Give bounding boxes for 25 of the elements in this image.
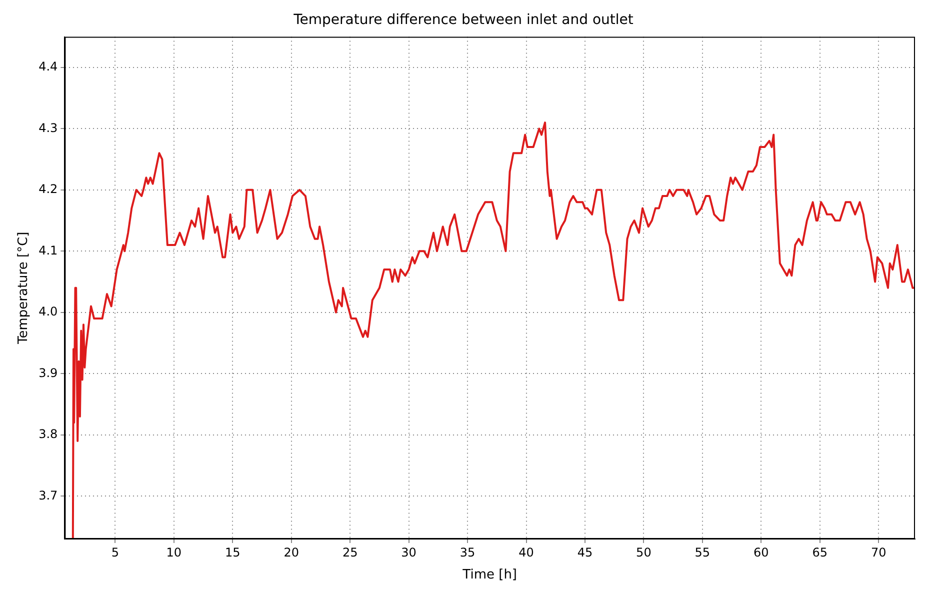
x-tick-label: 15 xyxy=(224,545,240,560)
x-tick-label: 45 xyxy=(577,545,593,560)
x-tick-label: 60 xyxy=(754,545,769,560)
x-tick-label: 30 xyxy=(401,545,416,560)
chart-title: Temperature difference between inlet and outlet xyxy=(292,12,634,28)
y-tick-label: 4.3 xyxy=(38,120,58,135)
x-tick-label: 70 xyxy=(870,545,886,560)
x-tick-label: 55 xyxy=(694,545,710,560)
x-tick-label: 10 xyxy=(166,545,182,560)
y-tick-label: 4.1 xyxy=(38,243,58,258)
y-tick-label: 3.7 xyxy=(38,488,58,502)
x-tick-label: 20 xyxy=(284,545,299,560)
x-axis-title: Time [h] xyxy=(462,568,518,583)
x-tick-label: 5 xyxy=(111,545,120,560)
y-axis-title: Temperature [°C] xyxy=(16,232,32,345)
y-tick-label: 4.2 xyxy=(38,182,58,196)
x-tick-label: 25 xyxy=(342,545,358,560)
x-tick-label: 65 xyxy=(812,545,828,560)
y-tick-label: 3.9 xyxy=(38,366,58,380)
x-tick-label: 35 xyxy=(460,545,476,560)
y-tick-label: 4.0 xyxy=(38,304,58,319)
y-tick-label: 3.8 xyxy=(38,427,58,442)
x-tick-label: 40 xyxy=(518,545,534,560)
y-tick-label: 4.4 xyxy=(38,60,58,74)
x-tick-label: 50 xyxy=(636,545,652,560)
